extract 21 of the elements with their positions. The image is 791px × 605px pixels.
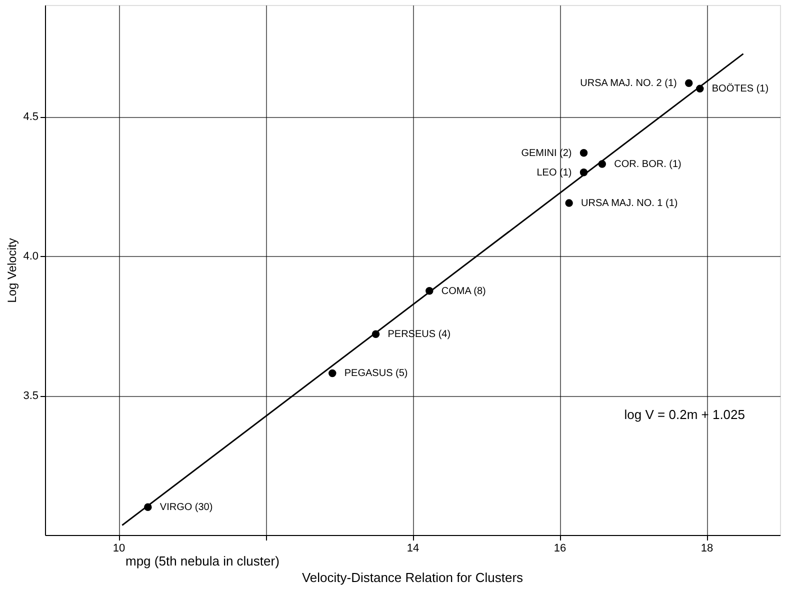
text: Velocity-Distance Relation for Clusters (302, 570, 524, 585)
x-tick-label: 16 (554, 542, 566, 554)
x-tick-label: 10 (112, 542, 126, 554)
y-axis-title: Log Velocity (5, 238, 20, 303)
annotation: COR. BOR. (1) (614, 159, 682, 170)
point (684, 79, 693, 87)
annotation: COMA (8) (441, 286, 486, 297)
point (328, 369, 336, 378)
x-tick-label: 18 (700, 542, 714, 554)
y-tick-label: 4.5 (23, 111, 38, 124)
x-axis-title: mpg (5th nebula in cluster) (126, 554, 280, 568)
y-tick-label: 4.0 (23, 250, 38, 263)
y-tick-label: 3.5 (23, 390, 38, 402)
annotation: VIRGO (30) (160, 502, 213, 514)
x-tick-label: 14 (406, 542, 420, 554)
annotation: BOÖTES (1) (712, 82, 769, 95)
point (565, 199, 573, 207)
annotation: PEGASUS (5) (344, 368, 408, 380)
annotation: URSA MAJ. NO. 2 (1) (580, 78, 677, 90)
annotation: URSA MAJ. NO. 1 (1) (581, 198, 678, 210)
point (580, 148, 588, 157)
